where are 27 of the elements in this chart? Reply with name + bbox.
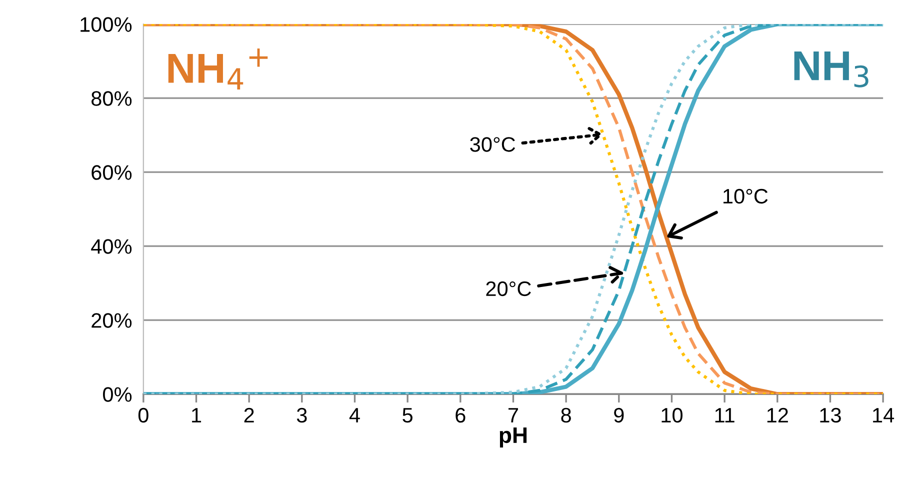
- annotation: 10°C: [724, 188, 768, 204]
- x-tick-label: 7: [508, 408, 518, 422]
- x-tick-label: 13: [820, 408, 841, 423]
- x-tick-label: 10: [662, 408, 683, 423]
- x-tick-label: 14: [873, 408, 894, 422]
- y-tick-label: 80%: [92, 91, 132, 106]
- x-tick-label: 1: [192, 408, 202, 422]
- x-tick-label: 8: [561, 408, 571, 423]
- x-tick-label: 2: [244, 408, 254, 422]
- x-axis-title: pH: [500, 428, 527, 448]
- x-tick-label: 4: [349, 408, 360, 422]
- y-tick-label: 100%: [80, 17, 132, 32]
- annotation: NH$_{4}$$^{+}$: [168, 48, 268, 90]
- y-tick-label: 0%: [103, 387, 132, 402]
- x-tick-label: 3: [296, 408, 307, 423]
- y-tick-label: 60%: [92, 165, 132, 180]
- x-tick-label: 5: [402, 408, 412, 423]
- annotation: NH$_{3}$: [794, 51, 868, 88]
- x-tick-label: 6: [456, 408, 466, 423]
- annotation: 20°C: [486, 281, 531, 296]
- annotation: 30°C: [470, 137, 516, 152]
- x-tick-label: 11: [715, 408, 734, 422]
- y-tick-label: 40%: [91, 239, 132, 254]
- x-tick-label: 9: [614, 408, 624, 423]
- x-tick-label: 0: [138, 408, 148, 423]
- x-tick-label: 12: [767, 408, 788, 422]
- y-tick-label: 20%: [92, 313, 132, 328]
